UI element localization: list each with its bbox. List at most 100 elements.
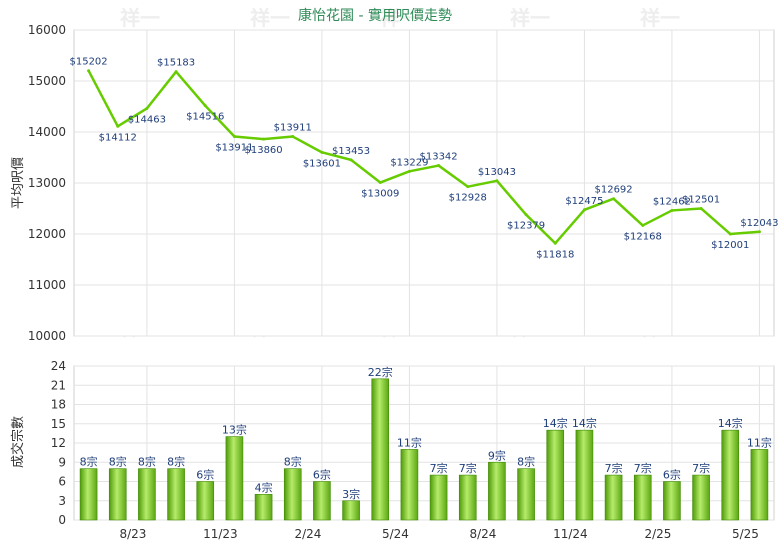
price-point-label: $11818: [536, 249, 574, 260]
volume-bar-label: 8宗: [80, 455, 98, 469]
price-point-label: $12168: [624, 231, 662, 242]
volume-bar-label: 14宗: [718, 416, 743, 430]
price-point-label: $13911: [215, 143, 253, 154]
price-point-label: $15183: [157, 58, 195, 69]
volume-bar-label: 7宗: [634, 461, 652, 475]
volume-bar: [138, 468, 156, 521]
price-point-label: $14112: [99, 132, 137, 143]
price-point: [641, 223, 645, 227]
volume-bar: [692, 474, 710, 521]
volume-bar: [108, 468, 127, 521]
bar-ytick-label: 18: [51, 398, 66, 412]
volume-bar-label: 7宗: [430, 461, 448, 475]
price-series-line: [87, 70, 760, 245]
price-point-label: $14516: [186, 112, 224, 123]
price-point: [524, 213, 528, 217]
volume-bar-label: 7宗: [692, 461, 710, 475]
volume-bar-label: 11宗: [747, 435, 772, 449]
volume-bar: [429, 474, 448, 521]
price-point: [437, 164, 441, 168]
volume-bar: [517, 468, 535, 521]
price-point: [728, 232, 732, 236]
price-point: [291, 135, 295, 139]
price-point-label: $15202: [69, 57, 107, 68]
volume-bar: [750, 449, 769, 521]
price-point: [349, 158, 353, 162]
bar-ytick-label: 24: [51, 359, 66, 373]
price-point-label: $13601: [303, 158, 341, 169]
price-point: [262, 137, 266, 141]
volume-bar: [79, 468, 98, 521]
volume-bar: [196, 481, 215, 521]
volume-bar-label: 22宗: [368, 365, 393, 379]
volume-bar-label: 8宗: [138, 455, 156, 469]
price-point: [466, 185, 470, 189]
price-point-label: $13860: [244, 145, 282, 156]
watermark-text: 祥一: [250, 6, 290, 30]
volume-bar-label: 6宗: [663, 468, 681, 482]
line-chart-panel: 10000 11000 12000 13000 14000 15000 16000 $1520…: [28, 23, 779, 343]
volume-bar: [371, 378, 390, 521]
bar-xtick-label: 11/23: [203, 527, 238, 541]
price-point-label: $13342: [419, 152, 457, 163]
line-ytick-label: 15000: [28, 74, 66, 88]
volume-bar-label: 14宗: [543, 416, 568, 430]
volume-bar: [400, 449, 419, 521]
price-point-label: $13229: [390, 157, 428, 168]
volume-bar-label: 3宗: [342, 487, 360, 501]
volume-bar: [575, 429, 594, 521]
price-point-label: $13009: [361, 189, 399, 200]
price-point: [232, 135, 236, 139]
bar-xtick-label: 5/24: [382, 527, 409, 541]
volume-bar-label: 8宗: [284, 455, 302, 469]
bar-xtick-label: 2/25: [644, 527, 671, 541]
price-point: [553, 241, 557, 245]
bar-chart-panel: 0 3 6 9 12 15 18 21 24 8/23 11/23 2/24 5/24 8/24 11/24…: [51, 359, 775, 541]
watermark-text: 祥一: [120, 6, 160, 30]
price-point-label: $12928: [449, 193, 487, 204]
line-chart-ylabel: 平均呎價: [11, 157, 26, 209]
volume-bar: [313, 481, 331, 521]
bar-ytick-label: 0: [58, 513, 66, 527]
price-point-label: $12379: [507, 221, 545, 232]
volume-bar-label: 11宗: [397, 435, 422, 449]
bar-ytick-label: 12: [51, 436, 66, 450]
volume-bar-label: 8宗: [517, 455, 535, 469]
bar-ytick-label: 6: [58, 475, 66, 489]
volume-bar: [488, 461, 506, 521]
price-point: [87, 69, 91, 73]
price-point-label: $12501: [682, 194, 720, 205]
price-point: [612, 197, 616, 201]
line-ytick-label: 16000: [28, 23, 66, 37]
price-point: [699, 206, 703, 210]
price-point: [582, 208, 586, 212]
price-point: [320, 150, 324, 154]
line-chart-title: 康怡花園 - 實用呎價走勢: [298, 7, 452, 24]
bar-xtick-label: 2/24: [294, 527, 321, 541]
volume-bar: [167, 468, 185, 521]
volume-bar: [604, 474, 623, 521]
bar-chart-ylabel: 成交宗數: [10, 416, 26, 468]
watermark-text: 祥一: [640, 6, 680, 30]
line-ytick-label: 14000: [28, 125, 66, 139]
volume-bar-label: 7宗: [605, 461, 623, 475]
price-point: [670, 208, 674, 212]
bar-ytick-label: 9: [58, 455, 66, 469]
price-point-label: $13453: [332, 146, 370, 157]
bar-ytick-label: 15: [51, 417, 66, 431]
line-ytick-label: 10000: [28, 329, 66, 343]
volume-bar-label: 13宗: [222, 423, 247, 437]
volume-bar: [283, 468, 302, 521]
price-point: [757, 230, 761, 234]
volume-bar-label: 6宗: [196, 468, 214, 482]
price-point: [174, 70, 178, 74]
volume-bar: [254, 494, 273, 521]
price-point-label: $12001: [711, 240, 749, 251]
watermark-text: 祥一: [380, 6, 420, 30]
bar-xtick-label: 5/25: [732, 527, 759, 541]
price-point: [203, 104, 207, 108]
bar-xtick-label: 11/24: [553, 527, 588, 541]
volume-bar-label: 7宗: [459, 461, 477, 475]
volume-bar-label: 14宗: [572, 416, 597, 430]
